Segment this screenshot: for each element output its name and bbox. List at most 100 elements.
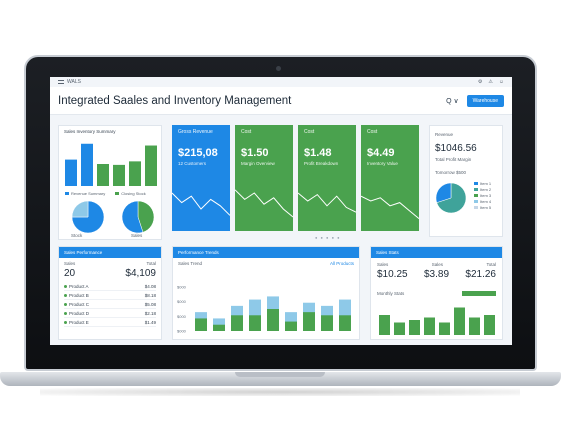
laptop-screen: WALS ⚙ ⚠ ☺ Integrated Saales and Invento…: [50, 77, 512, 345]
sales-stats-card: Sales Stats Sales Sales Total $10.25 $3.…: [370, 246, 503, 340]
kpi-tile-cost-3[interactable]: Cost $4.49 Inventory Value: [361, 125, 419, 231]
revenue-value: $1046.56: [435, 143, 477, 154]
legend-item: Revenue Summary: [65, 191, 105, 196]
row-value: $8.18: [144, 292, 156, 298]
card-title: Sales Inventory Summary: [64, 129, 116, 134]
row-label-text: Product B: [69, 292, 89, 298]
sparkline: [361, 195, 419, 219]
sales-amount: $4,109: [125, 268, 156, 279]
table-row[interactable]: Product A $4.08: [64, 282, 156, 291]
bar: [379, 315, 390, 335]
row-label: Product A: [64, 284, 89, 289]
revenue-title: Revenue: [435, 132, 454, 137]
legend-item: Item 4: [474, 199, 491, 204]
inventory-summary-card: Sales Inventory Summary Revenue Summary …: [58, 125, 162, 240]
sales-header-labels: Sales Total: [59, 258, 161, 266]
laptop-base: [0, 372, 561, 386]
title-bar: Integrated Saales and Inventory Manageme…: [50, 87, 512, 115]
legend-swatch: [474, 182, 478, 185]
stat-value: $3.89: [423, 269, 450, 280]
monthly-stats-title: Monthly Stats: [377, 291, 405, 296]
pie-slice: [71, 200, 89, 218]
legend-item: Item 2: [474, 187, 491, 192]
bar-bottom: [285, 321, 297, 331]
y-tick-label: $000: [177, 329, 187, 334]
table-row[interactable]: Product E $1.49: [64, 318, 156, 327]
legend-item: Item 3: [474, 193, 491, 198]
laptop-notch: [235, 372, 325, 377]
pie-slice: [435, 182, 452, 203]
revenue-pie-chart: [71, 200, 105, 234]
warehouse-button[interactable]: Warehouse: [466, 94, 504, 107]
bar-bottom: [195, 318, 207, 331]
pie-slice: [71, 200, 105, 234]
legend-label: Item 4: [480, 199, 492, 204]
kpi-tile-revenue[interactable]: Gross Revenue $215,08 12 Customers: [172, 125, 230, 231]
legend-label: Item 3: [480, 193, 492, 198]
page-title: Integrated Saales and Inventory Manageme…: [58, 94, 292, 107]
top-icons: ⚙ ⚠ ☺: [478, 79, 504, 85]
bar: [394, 322, 405, 335]
stat-value: $10.25: [377, 269, 408, 280]
kpi-tile-cost-2[interactable]: Cost $1.48 Profit Breakdown: [298, 125, 356, 231]
pie-slice: [121, 200, 144, 234]
status-dot: [64, 311, 67, 315]
bar: [409, 320, 420, 335]
laptop-shadow: [40, 388, 520, 396]
kpi-sparkline: [361, 195, 419, 219]
stat-label: Sales: [431, 262, 443, 267]
kpi-label: Cost: [304, 129, 315, 135]
pie-slice: [436, 182, 467, 214]
monthly-stats-bar-chart: [379, 307, 495, 335]
top-bar: WALS ⚙ ⚠ ☺: [50, 77, 512, 87]
bar: [424, 317, 435, 335]
user-icon[interactable]: ☺: [498, 79, 504, 85]
bar: [469, 317, 480, 335]
status-dot: [64, 293, 67, 297]
settings-icon[interactable]: ⚙: [477, 79, 483, 85]
alert-icon[interactable]: ⚠: [488, 79, 493, 85]
trend-subtitle: Sales Trend: [178, 261, 203, 266]
search-dropdown[interactable]: Q ∨: [446, 97, 459, 105]
stats-values: $10.25 $3.89 $21.26: [371, 267, 502, 280]
stock-pie-chart: [121, 200, 155, 234]
legend-label: Item 2: [480, 187, 492, 192]
table-row[interactable]: Product D $2.18: [64, 309, 156, 318]
revenue-sub: Total Profit Margin: [435, 157, 472, 162]
bar-bottom: [231, 315, 243, 331]
revenue-pie-chart: [435, 182, 467, 214]
bar-bottom: [213, 324, 225, 331]
sparkline: [235, 189, 293, 218]
trend-subheader: Sales Trend All Products: [173, 258, 359, 269]
table-row[interactable]: Product B $8.18: [64, 291, 156, 300]
legend-item: Item 5: [474, 205, 491, 210]
pie-label-1: Stock: [71, 233, 83, 238]
kpi-sub: Profit Breakdown: [304, 161, 339, 166]
legend-item: Item 1: [474, 181, 491, 186]
kpi-sub: Margin Overview: [241, 161, 275, 166]
sparkline: [298, 192, 356, 213]
card-title: Sales Performance: [59, 247, 161, 258]
kpi-label: Gross Revenue: [178, 129, 213, 135]
row-value: $4.08: [144, 283, 156, 289]
row-value: $5.08: [144, 301, 156, 307]
kpi-sparkline: [235, 189, 293, 218]
table-row[interactable]: Product C $5.08: [64, 300, 156, 309]
kpi-tile-cost-1[interactable]: Cost $1.50 Margin Overview: [235, 125, 293, 231]
status-dot: [64, 284, 67, 288]
sales-rows: Product A $4.08 Product B $8.18 Product C $…: [59, 282, 161, 327]
stat-label: Total: [486, 262, 496, 267]
row-label-text: Product A: [69, 283, 89, 289]
col-label: Total: [146, 261, 156, 266]
kpi-sparkline: [172, 192, 230, 216]
carousel-dots[interactable]: ● ● ● ● ●: [315, 235, 341, 240]
performance-bar-chart: $000 $000 $000 $000: [177, 285, 351, 334]
stat-label: Sales: [377, 262, 389, 267]
sales-performance-card: Sales Performance Sales Total 20 $4,109 …: [58, 246, 162, 340]
bar: [65, 159, 77, 186]
monthly-stats-bar: [462, 291, 496, 296]
kpi-value: $4.49: [367, 147, 395, 159]
menu-icon[interactable]: [58, 80, 64, 84]
row-label: Product E: [64, 320, 89, 325]
all-products-link[interactable]: All Products: [329, 261, 354, 266]
